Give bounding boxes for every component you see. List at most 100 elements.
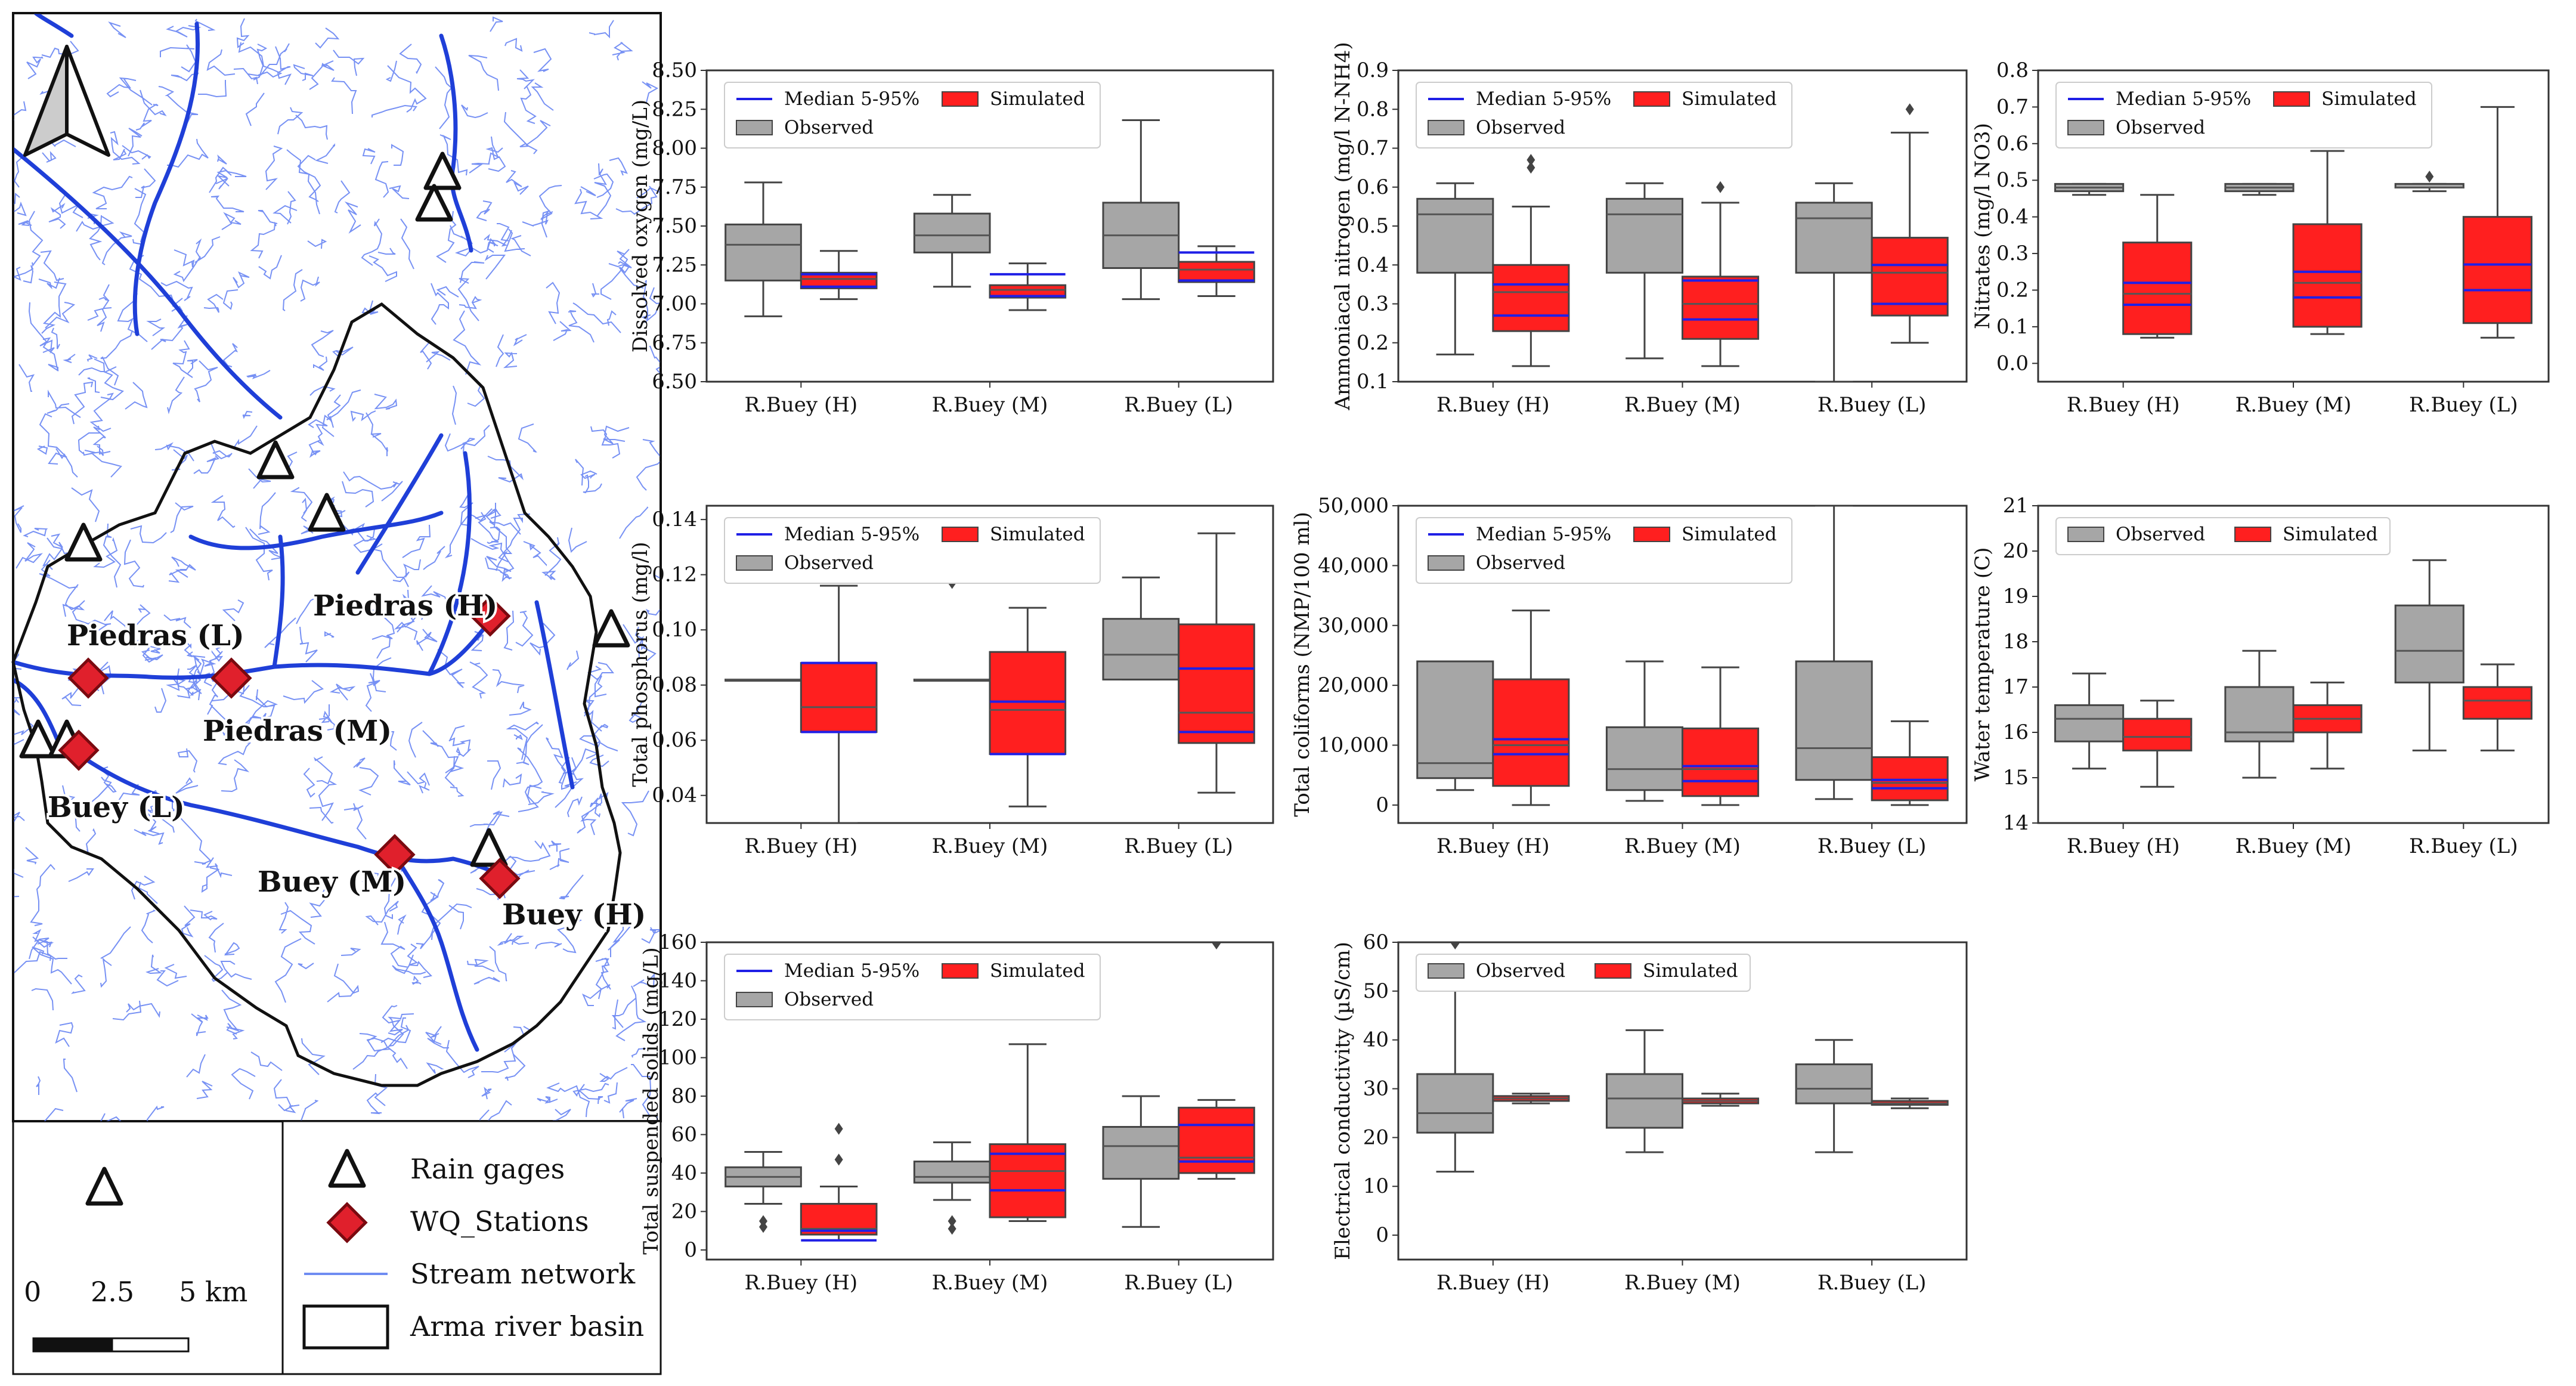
y-tick-label: 0.06 [652, 728, 697, 752]
y-axis-label: Total suspended solids (mg/L) [639, 947, 663, 1254]
y-tick-label: 8.50 [652, 58, 697, 82]
x-tick-label: R.Buey (H) [745, 834, 858, 858]
scalebar: 0 2.5 5 km [24, 1167, 247, 1353]
y-tick-label: 7.25 [652, 253, 697, 277]
station-label-buey-m: Buey (M) [258, 865, 406, 899]
y-tick-label: 6.50 [652, 370, 697, 394]
legend-observed-swatch [2067, 527, 2104, 542]
simulated-outlier [1527, 162, 1535, 174]
legend-simulated-label: Simulated [990, 88, 1085, 110]
simulated-box [1178, 1106, 1255, 1174]
observed-box [724, 223, 802, 281]
rain-gage-icon [415, 184, 453, 222]
x-tick-label: R.Buey (M) [932, 1271, 1048, 1295]
legend-simulated-label: Simulated [2283, 524, 2378, 545]
observed-box [1605, 726, 1684, 791]
scale-end: 5 km [179, 1276, 247, 1308]
observed-box [2394, 604, 2464, 683]
legend-simulated-label: Simulated [990, 960, 1085, 982]
station-marker-piedras-m [210, 657, 252, 699]
observed-box [913, 212, 991, 253]
legend-basin: Arma river basin [410, 1310, 644, 1342]
x-tick-label: R.Buey (H) [1436, 834, 1550, 858]
basin-box-icon [302, 1304, 389, 1350]
y-tick-label: 0.6 [1996, 132, 2029, 156]
y-tick-label: 40 [1363, 1028, 1389, 1052]
plot-body [724, 119, 1255, 317]
map-legend: Rain gages WQ_Stations Stream network Ar… [12, 12, 662, 1375]
observed-box [913, 1161, 991, 1184]
x-tick-label: R.Buey (H) [2067, 834, 2180, 858]
x-tick-label: R.Buey (M) [932, 393, 1048, 417]
legend-wq-stations: WQ_Stations [410, 1205, 589, 1238]
y-tick-label: 0 [1376, 793, 1389, 817]
y-tick-label: 15 [2003, 766, 2029, 790]
x-tick-label: R.Buey (L) [1818, 834, 1927, 858]
plot-body [2054, 559, 2532, 788]
legend-median-label: Median 5-95% [784, 960, 919, 982]
y-tick-label: 0.08 [652, 673, 697, 697]
observed-outlier [948, 1215, 956, 1227]
y-tick-label: 19 [2003, 584, 2029, 608]
simulated-box [2122, 717, 2193, 751]
legend-observed-label: Observed [2116, 524, 2205, 545]
y-axis-label: Total phosphorus (mg/l) [628, 542, 652, 787]
observed-box [1416, 197, 1494, 274]
rain-gage-icon [256, 440, 295, 479]
simulated-box [1492, 264, 1570, 332]
x-tick-label: R.Buey (H) [2067, 393, 2180, 417]
station-marker-piedras-h [469, 595, 511, 637]
x-tick-label: R.Buey (M) [932, 834, 1048, 858]
legend-simulated-swatch [1633, 527, 1670, 542]
y-tick-label: 0.7 [1357, 137, 1389, 160]
plot-body [1416, 942, 1949, 1173]
observed-box [1102, 618, 1180, 680]
y-tick-label: 0.10 [652, 618, 697, 642]
simulated-outlier [1716, 181, 1725, 193]
y-tick-label: 0.14 [652, 508, 697, 531]
y-tick-label: 16 [2003, 720, 2029, 744]
x-tick-label: R.Buey (M) [2236, 834, 2352, 858]
simulated-box [989, 651, 1067, 755]
y-axis-label: Nitrates (mg/l NO3) [1971, 123, 1995, 329]
chart-panel-3: 0.0 0.1 0.2 0.3 0.4 0.5 0.6 0.7 0.8 Nitrates (mg/… [1971, 58, 2550, 417]
north-arrow-icon [23, 45, 110, 157]
legend-observed-label: Observed [784, 552, 874, 574]
y-tick-label: 0.0 [1996, 351, 2029, 375]
y-tick-label: 50,000 [1318, 494, 1389, 518]
y-axis-label: Ammoniacal nitrogen (mg/l N-NH4) [1331, 42, 1355, 410]
stream-network [13, 13, 661, 1121]
y-tick-label: 8.25 [652, 97, 697, 121]
simulated-box [1871, 756, 1949, 802]
legend-simulated-label: Simulated [1682, 524, 1777, 545]
observed-box [1102, 1126, 1180, 1180]
legend-rain-gages: Rain gages [410, 1153, 565, 1185]
plot-body [724, 532, 1255, 823]
station-marker-buey-h [479, 858, 521, 899]
y-axis-label: Electrical conductivity (µS/cm) [1331, 942, 1355, 1260]
simulated-box [1178, 623, 1255, 744]
simulated-outlier [1905, 103, 1914, 116]
y-tick-label: 0 [684, 1238, 697, 1262]
simulated-box [1682, 727, 1760, 797]
observed-box [1795, 1063, 1873, 1105]
legend-simulated-label: Simulated [1682, 88, 1777, 110]
x-tick-label: R.Buey (H) [1436, 393, 1550, 417]
y-tick-label: 60 [671, 1122, 697, 1146]
simulated-box [989, 1143, 1067, 1218]
scalebar-white [111, 1337, 190, 1353]
legend-median-label: Median 5-95% [784, 88, 919, 110]
y-tick-label: 21 [2003, 494, 2029, 518]
station-marker-buey-l [58, 729, 100, 771]
simulated-box [2122, 242, 2193, 335]
simulated-box [989, 284, 1067, 299]
legend-box [2055, 82, 2432, 148]
y-tick-label: 20 [2003, 539, 2029, 563]
observed-box [1795, 660, 1873, 781]
y-tick-label: 0.3 [1996, 242, 2029, 265]
y-tick-label: 0.1 [1357, 370, 1389, 394]
y-tick-label: 120 [658, 1007, 697, 1031]
plot-body [2054, 106, 2532, 339]
